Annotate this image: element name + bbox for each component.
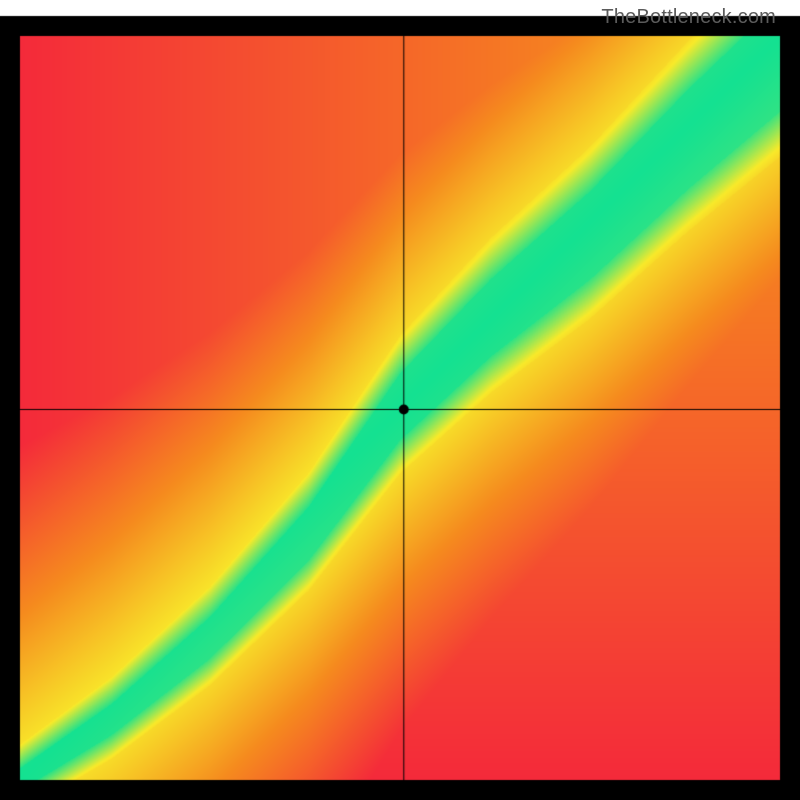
source-label: TheBottleneck.com — [601, 6, 776, 29]
chart-container: TheBottleneck.com — [0, 0, 800, 800]
heatmap-canvas — [0, 0, 800, 800]
